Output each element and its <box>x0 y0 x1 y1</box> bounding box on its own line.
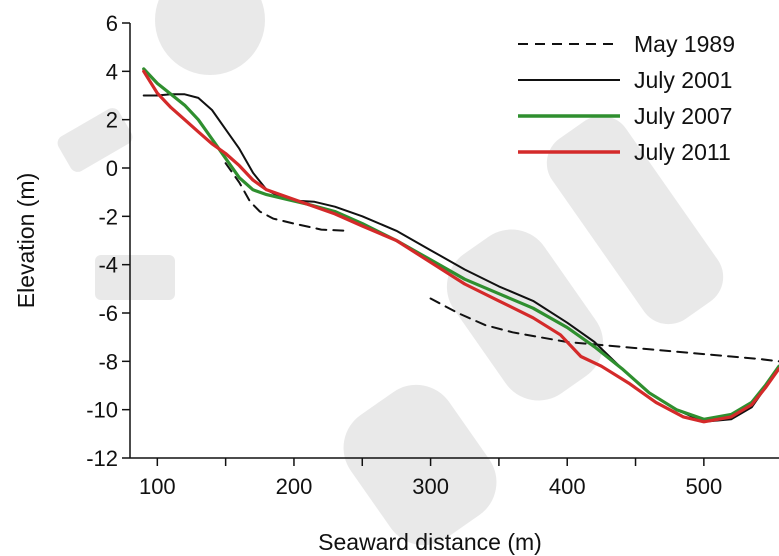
y-tick-label: -8 <box>98 349 118 374</box>
legend-label: July 2001 <box>634 67 732 93</box>
y-axis: -12 -10 -8 -6 -4 -2 0 2 4 6 <box>86 11 130 471</box>
y-axis-title: Elevation (m) <box>13 173 39 308</box>
x-tick-label: 400 <box>549 474 586 499</box>
y-tick-label: -12 <box>86 446 118 471</box>
series-layer <box>142 67 779 424</box>
y-tick-label: -4 <box>98 253 118 278</box>
legend: May 1989 July 2001 July 2007 July 2011 <box>518 31 735 165</box>
x-axis: 100 200 300 400 500 <box>139 458 722 499</box>
x-tick-label: 300 <box>412 474 449 499</box>
legend-label: May 1989 <box>634 31 735 57</box>
legend-label: July 2007 <box>634 103 732 129</box>
y-tick-label: -2 <box>98 204 118 229</box>
x-tick-label: 500 <box>685 474 722 499</box>
y-tick-label: 2 <box>106 108 118 133</box>
series-line-july-2011 <box>142 69 779 424</box>
y-tick-label: 0 <box>106 156 118 181</box>
x-axis-title: Seaward distance (m) <box>318 529 542 555</box>
x-tick-label: 200 <box>276 474 313 499</box>
y-tick-label: 4 <box>106 59 118 84</box>
y-tick-label: 6 <box>106 11 118 36</box>
plot-frame <box>129 23 779 459</box>
y-tick-label: -10 <box>86 398 118 423</box>
y-tick-label: -6 <box>98 301 118 326</box>
series-line-may-1989 <box>224 162 350 232</box>
legend-label: July 2011 <box>634 139 731 165</box>
x-tick-label: 100 <box>139 474 176 499</box>
